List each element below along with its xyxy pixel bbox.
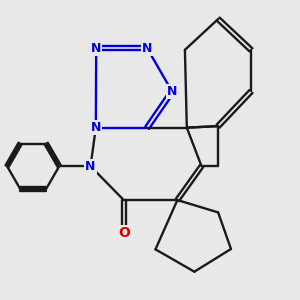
Text: N: N (85, 160, 96, 173)
Text: N: N (91, 42, 101, 55)
Text: N: N (91, 121, 101, 134)
Text: O: O (118, 226, 130, 240)
Text: N: N (142, 42, 152, 55)
Text: N: N (167, 85, 177, 98)
